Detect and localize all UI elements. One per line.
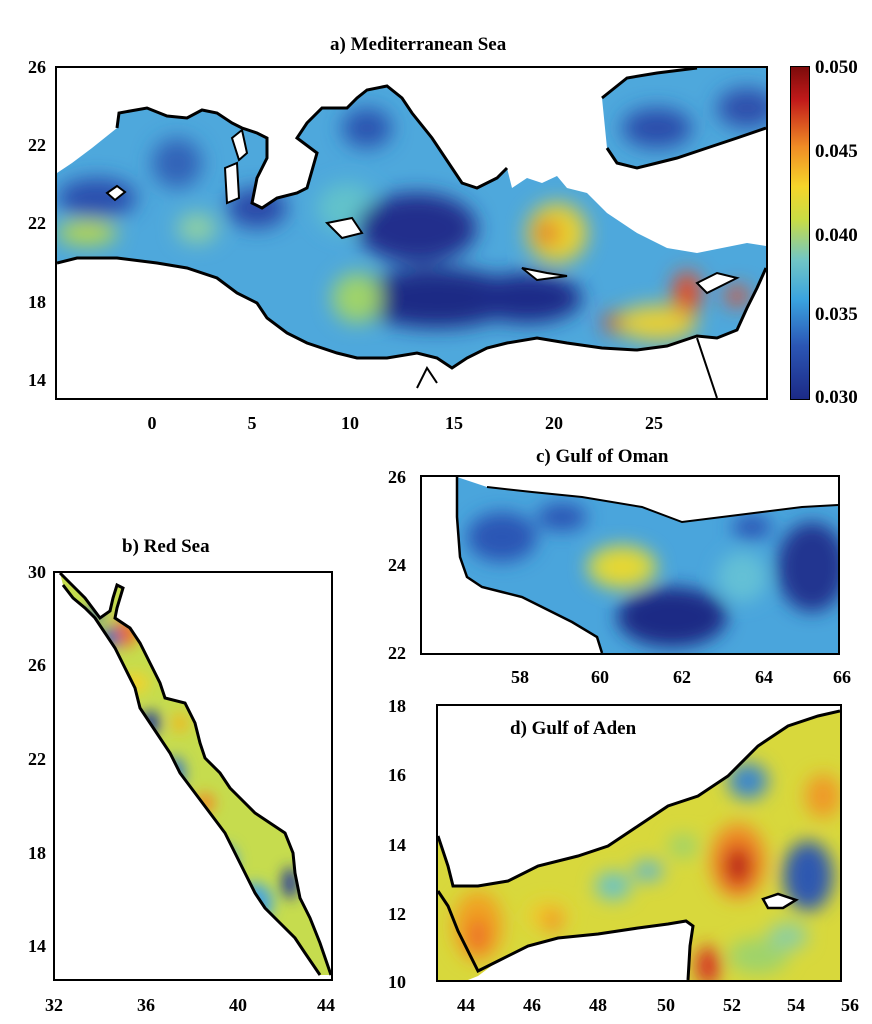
panel-d-xtick: 48 xyxy=(589,995,607,1015)
mediterranean-map xyxy=(55,66,768,400)
panel-d-title: d) Gulf of Aden xyxy=(510,718,637,739)
panel-d-ytick: 18 xyxy=(388,696,406,716)
panel-a-ytick: 22 xyxy=(28,213,46,233)
panel-a-ytick: 26 xyxy=(28,57,46,77)
panel-a-xtick: 25 xyxy=(645,413,663,433)
panel-b-xtick: 44 xyxy=(317,995,335,1015)
panel-a-xtick: 10 xyxy=(341,413,359,433)
panel-d-ytick: 12 xyxy=(388,904,406,924)
panel-d-ytick: 16 xyxy=(388,765,406,785)
panel-a-ytick: 18 xyxy=(28,292,46,312)
panel-c-title: c) Gulf of Oman xyxy=(536,446,669,467)
panel-b-ytick: 30 xyxy=(28,562,46,582)
panel-a-xtick: 0 xyxy=(147,413,157,433)
panel-d-xtick: 44 xyxy=(457,995,475,1015)
panel-b-ytick: 26 xyxy=(28,655,46,675)
colorbar xyxy=(790,66,810,400)
panel-a-xtick: 15 xyxy=(445,413,463,433)
panel-d-xtick: 54 xyxy=(787,995,805,1015)
panel-b-xtick: 36 xyxy=(137,995,155,1015)
mediterranean-map-svg xyxy=(57,68,766,398)
colorbar-label: 0.045 xyxy=(815,141,858,162)
panel-d-xtick: 46 xyxy=(523,995,541,1015)
colorbar-label: 0.050 xyxy=(815,57,858,78)
gulf-of-aden-map-svg xyxy=(438,709,840,980)
panel-c-ytick: 24 xyxy=(388,555,406,575)
gulf-of-oman-map xyxy=(420,475,840,655)
panel-c-xtick: 60 xyxy=(591,667,609,687)
panel-d-ytick: 10 xyxy=(388,972,406,992)
panel-d-xtick: 56 xyxy=(841,995,859,1015)
panel-b-ytick: 14 xyxy=(28,936,46,956)
panel-b-xtick: 32 xyxy=(45,995,63,1015)
panel-c-xtick: 64 xyxy=(755,667,773,687)
panel-a-xtick: 5 xyxy=(247,413,257,433)
panel-c-xtick: 66 xyxy=(833,667,851,687)
red-sea-map xyxy=(53,571,333,981)
panel-c-ytick: 26 xyxy=(388,467,406,487)
panel-a-ytick: 22 xyxy=(28,135,46,155)
colorbar-label: 0.035 xyxy=(815,304,858,325)
panel-a-ytick: 14 xyxy=(28,370,46,390)
red-sea-map-svg xyxy=(58,573,331,976)
panel-b-title: b) Red Sea xyxy=(122,536,210,557)
gulf-of-oman-map-svg xyxy=(455,477,838,653)
panel-d-xtick: 52 xyxy=(723,995,741,1015)
panel-c-ytick: 22 xyxy=(388,643,406,663)
panel-c-xtick: 62 xyxy=(673,667,691,687)
panel-a-xtick: 20 xyxy=(545,413,563,433)
panel-b-ytick: 22 xyxy=(28,749,46,769)
panel-d-ytick: 14 xyxy=(388,835,406,855)
panel-b-ytick: 18 xyxy=(28,843,46,863)
panel-a-title: a) Mediterranean Sea xyxy=(330,34,507,55)
gulf-of-aden-map xyxy=(436,704,842,982)
panel-b-xtick: 40 xyxy=(229,995,247,1015)
colorbar-label: 0.030 xyxy=(815,387,858,408)
panel-c-xtick: 58 xyxy=(511,667,529,687)
colorbar-label: 0.040 xyxy=(815,225,858,246)
panel-d-xtick: 50 xyxy=(657,995,675,1015)
